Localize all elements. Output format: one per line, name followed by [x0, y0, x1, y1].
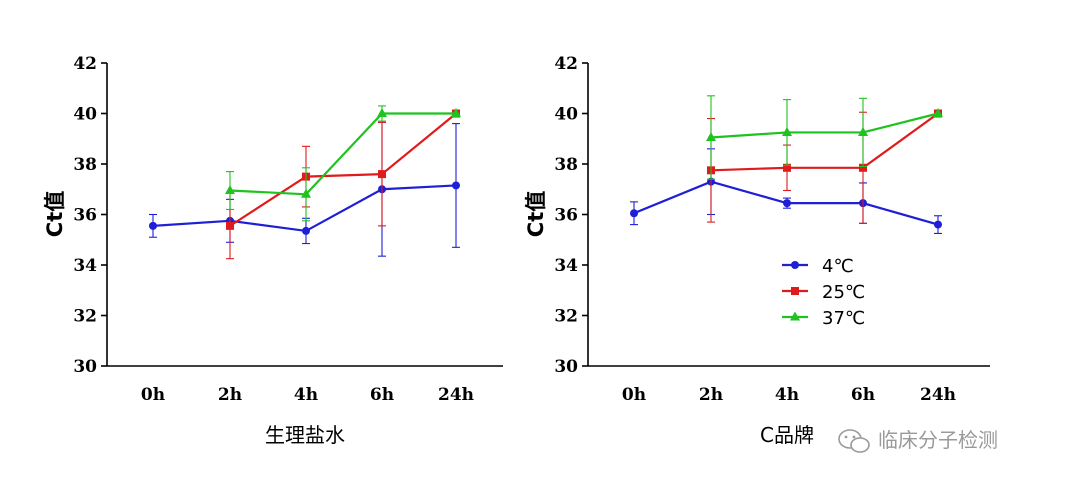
series-s4 [630, 148, 942, 234]
y-tick-label: 30 [73, 357, 97, 377]
data-point [782, 126, 792, 136]
series-s37 [225, 105, 461, 222]
data-point [302, 226, 310, 235]
y-tick-label: 42 [554, 54, 578, 74]
series-line [710, 112, 939, 172]
y-tick-label: 40 [554, 105, 578, 125]
data-point [451, 108, 461, 117]
x-tick-label: 0h [622, 385, 646, 405]
legend-marker [791, 287, 799, 295]
x-tick-label: 2h [218, 385, 242, 405]
data-point [859, 163, 867, 172]
x-tick-label: 6h [370, 385, 394, 405]
series-s25 [226, 109, 460, 260]
x-tick-label: 0h [141, 385, 165, 405]
data-point [858, 126, 868, 136]
y-tick-label: 34 [554, 256, 578, 276]
data-point [934, 220, 942, 229]
data-point [226, 221, 234, 230]
series-s4 [149, 121, 460, 257]
legend-marker [790, 311, 800, 321]
y-tick-label: 36 [73, 206, 97, 226]
data-point [378, 170, 386, 179]
watermark: 临床分子检测 [838, 428, 998, 453]
series-s37 [706, 95, 943, 180]
data-point [149, 221, 157, 230]
legend: 4℃ 25℃ 37℃ [782, 256, 865, 329]
legend-label: 37℃ [822, 308, 865, 329]
data-point [783, 199, 791, 208]
x-tick-label: 24h [920, 385, 956, 405]
data-point [783, 163, 791, 172]
data-point [452, 181, 460, 190]
data-point [630, 209, 638, 218]
chart-right-brand-c: Ct值 C品牌 30 32 34 36 38 40 42 0h 2h 4h 6h 24h 4℃ 25℃ 37… [524, 54, 990, 447]
y-tick-label: 30 [554, 357, 578, 377]
x-tick-label: 4h [775, 385, 799, 405]
chart-left-saline: Ct值 生理盐水 30 32 34 36 38 40 42 0h 2h 4h 6h 24h [43, 54, 503, 447]
data-point [706, 131, 716, 141]
wechat-icon [838, 429, 870, 453]
x-tick-label: 24h [438, 385, 474, 405]
x-tick-label: 6h [851, 385, 875, 405]
x-axis-label: 生理盐水 [265, 423, 345, 447]
y-tick-label: 34 [73, 256, 97, 276]
data-point [377, 108, 387, 117]
data-point [225, 185, 235, 195]
data-point [301, 188, 311, 198]
series-line [229, 112, 457, 227]
x-tick-label: 2h [699, 385, 723, 405]
series-line [229, 112, 456, 196]
y-tick-label: 38 [73, 155, 97, 175]
data-point [933, 108, 943, 117]
y-tick-label: 38 [554, 155, 578, 175]
legend-marker [791, 261, 799, 269]
y-tick-label: 42 [73, 54, 97, 74]
y-tick-label: 32 [554, 307, 578, 327]
y-tick-label: 36 [554, 206, 578, 226]
x-tick-label: 4h [294, 385, 318, 405]
y-axis-label: Ct值 [524, 191, 548, 237]
legend-label: 4℃ [822, 256, 854, 277]
watermark-text: 临床分子检测 [878, 428, 998, 452]
y-tick-label: 40 [73, 105, 97, 125]
x-axis-label: C品牌 [760, 423, 814, 447]
series-line [710, 112, 939, 139]
legend-label: 25℃ [822, 282, 865, 303]
y-axis-label: Ct值 [43, 191, 67, 237]
y-tick-label: 32 [73, 307, 97, 327]
series-s25 [707, 109, 942, 224]
